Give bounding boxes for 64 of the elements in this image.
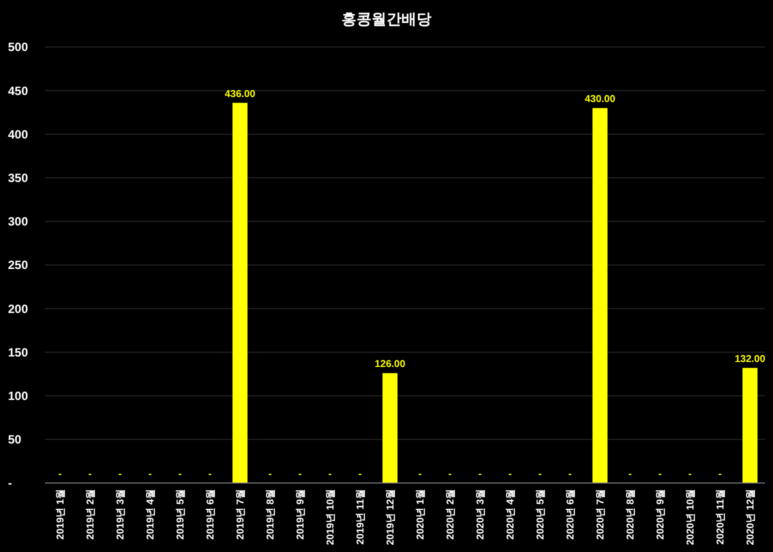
x-tick-label: 2019년 6월: [206, 489, 216, 540]
x-tick-label: 2019년 3월: [116, 489, 126, 540]
bar: [592, 108, 608, 483]
x-tick-label: 2019년 9월: [296, 489, 306, 540]
data-label: -: [718, 469, 722, 480]
x-tick-label: 2019년 7월: [236, 489, 246, 540]
x-tick-label: 2019년 5월: [176, 489, 186, 540]
data-label: -: [298, 469, 302, 480]
bar: [232, 102, 248, 483]
data-label: -: [478, 469, 482, 480]
x-tick-label: 2019년 1월: [56, 489, 66, 540]
x-tick-label: 2020년 7월: [596, 489, 606, 540]
y-tick-label: 150: [8, 345, 28, 360]
x-tick-label: 2020년 5월: [536, 489, 546, 540]
y-tick-label: 50: [8, 432, 22, 447]
chart-title: 홍콩월간배당: [342, 11, 432, 28]
data-label: 430.00: [584, 94, 616, 106]
x-tick-label: 2020년 4월: [506, 489, 516, 540]
x-tick-label: 2020년 9월: [656, 489, 666, 540]
data-label: -: [448, 469, 452, 480]
data-label: -: [628, 469, 632, 480]
x-tick-label: 2020년 3월: [476, 489, 486, 540]
x-tick-label: 2019년 8월: [266, 489, 276, 540]
y-tick-label: 100: [8, 389, 28, 403]
x-tick-label: 2020년 11월: [716, 489, 726, 545]
data-label: -: [88, 469, 92, 480]
data-label: 436.00: [224, 88, 256, 100]
data-label: -: [58, 469, 62, 480]
data-label: -: [508, 469, 512, 480]
data-label: -: [688, 469, 692, 480]
y-tick-label: 200: [8, 302, 28, 316]
y-tick-label: 300: [8, 214, 28, 229]
data-label: 132.00: [734, 354, 766, 365]
data-label: -: [418, 469, 422, 480]
x-tick-label: 2020년 8월: [626, 489, 636, 540]
data-label: -: [268, 469, 272, 480]
data-label: -: [148, 469, 152, 480]
data-label: -: [538, 469, 542, 480]
x-tick-label: 2019년 12월: [386, 489, 396, 546]
x-tick-label: 2020년 12월: [746, 489, 756, 546]
x-tick-label: 2020년 2월: [446, 489, 456, 540]
x-tick-label: 2019년 2월: [86, 489, 96, 540]
y-tick-label: 350: [8, 171, 28, 185]
y-tick-label: 500: [8, 40, 28, 54]
data-label: -: [328, 469, 332, 480]
y-tick-label: 450: [8, 84, 28, 98]
data-label: -: [178, 469, 182, 480]
x-tick-label: 2020년 1월: [416, 489, 426, 540]
x-tick-label: 2019년 4월: [146, 489, 156, 540]
data-label: -: [358, 469, 362, 480]
x-tick-label: 2020년 10월: [686, 489, 696, 546]
y-tick-label: 400: [8, 127, 28, 142]
x-tick-label: 2020년 6월: [566, 489, 576, 540]
bar: [382, 373, 398, 483]
y-tick-label: 250: [8, 258, 28, 272]
y-tick-label: -: [8, 476, 12, 490]
data-label: -: [568, 469, 572, 480]
data-label: 126.00: [374, 359, 406, 370]
data-label: -: [118, 469, 122, 480]
x-tick-label: 2019년 11월: [356, 489, 366, 545]
data-label: -: [658, 469, 662, 480]
bar: [742, 368, 758, 483]
x-tick-label: 2019년 10월: [326, 489, 336, 546]
data-label: -: [208, 469, 212, 480]
